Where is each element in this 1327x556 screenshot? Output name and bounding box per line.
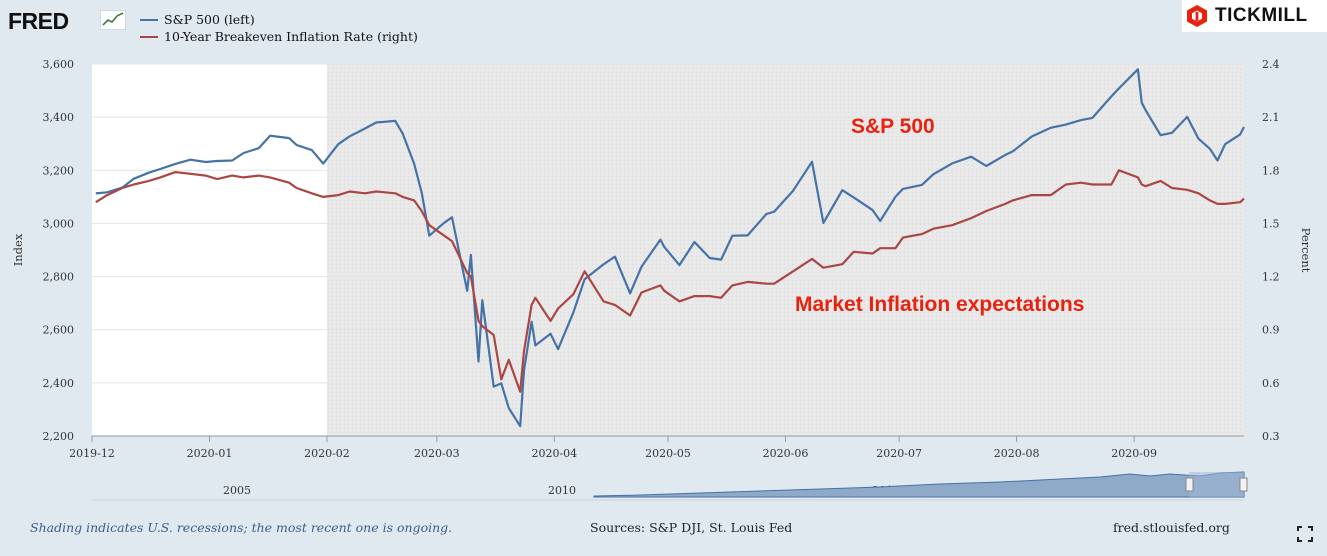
series-layer bbox=[95, 68, 1245, 428]
y-axis-right-title: Percent bbox=[1299, 228, 1313, 273]
y-right-tick-label: 0.3 bbox=[1262, 430, 1280, 443]
tickmill-brand: TICKMILL bbox=[1182, 0, 1327, 32]
annotation-inflation-expectations: Market Inflation expectations bbox=[795, 293, 1084, 316]
y-left-tick-label: 3,400 bbox=[43, 111, 75, 124]
fullscreen-icon[interactable] bbox=[1297, 526, 1313, 542]
y-axis-right: 0.3 0.6 0.9 1.2 1.5 1.8 2.1 2.4 bbox=[1262, 58, 1280, 443]
x-tick-label: 2020-01 bbox=[187, 447, 233, 460]
y-left-tick-label: 3,000 bbox=[43, 217, 75, 230]
y-left-tick-label: 3,200 bbox=[43, 164, 75, 177]
y-axis-left: 2,200 2,400 2,600 2,800 3,000 3,200 3,400 3,600 bbox=[43, 58, 75, 443]
series-line-sp500[interactable] bbox=[95, 68, 1245, 428]
navigator-area bbox=[593, 471, 1245, 498]
legend-label-sp500: S&P 500 (left) bbox=[164, 12, 255, 27]
y-right-tick-label: 1.5 bbox=[1262, 217, 1280, 230]
x-tick-label: 2020-05 bbox=[645, 447, 691, 460]
legend-label-breakeven: 10-Year Breakeven Inflation Rate (right) bbox=[164, 29, 418, 44]
x-tick-label: 2020-07 bbox=[876, 447, 922, 460]
fred-logo[interactable]: FRED bbox=[8, 8, 69, 34]
annotation-sp500: S&P 500 bbox=[851, 115, 935, 138]
legend-swatch-breakeven bbox=[140, 35, 158, 38]
y-right-tick-label: 2.1 bbox=[1262, 111, 1280, 124]
fred-logo-chart-icon bbox=[100, 10, 126, 30]
x-tick-label: 2020-06 bbox=[763, 447, 809, 460]
range-navigator[interactable]: 2005 2010 2015 2020 bbox=[92, 471, 1248, 501]
y-left-tick-label: 2,600 bbox=[43, 324, 75, 337]
navigator-label-2010: 2010 bbox=[548, 484, 576, 497]
x-tick-label: 2020-04 bbox=[531, 447, 577, 460]
y-left-tick-label: 2,400 bbox=[43, 377, 75, 390]
x-tick-label: 2020-02 bbox=[304, 447, 350, 460]
recession-note: Shading indicates U.S. recessions; the m… bbox=[30, 520, 453, 535]
tickmill-logo-icon bbox=[1187, 5, 1207, 27]
y-left-tick-label: 2,800 bbox=[43, 271, 75, 284]
legend-item-breakeven[interactable]: 10-Year Breakeven Inflation Rate (right) bbox=[140, 29, 418, 44]
y-right-tick-label: 0.6 bbox=[1262, 377, 1280, 390]
series-line-breakeven[interactable] bbox=[95, 169, 1245, 393]
x-tick-label: 2020-08 bbox=[994, 447, 1040, 460]
y-left-tick-label: 3,600 bbox=[43, 58, 75, 71]
navigator-handle-left[interactable] bbox=[1185, 477, 1194, 492]
y-right-tick-label: 0.9 bbox=[1262, 324, 1280, 337]
y-axis-left-title: Index bbox=[11, 233, 25, 266]
y-right-tick-label: 1.8 bbox=[1262, 164, 1280, 177]
y-right-tick-label: 1.2 bbox=[1262, 271, 1280, 284]
navigator-selection[interactable] bbox=[1189, 472, 1244, 497]
x-tick-label: 2020-03 bbox=[414, 447, 460, 460]
x-tick-label: 2019-12 bbox=[69, 447, 115, 460]
y-left-tick-label: 2,200 bbox=[43, 430, 75, 443]
source-text: Sources: S&P DJI, St. Louis Fed bbox=[590, 520, 793, 535]
navigator-label-2005: 2005 bbox=[223, 484, 251, 497]
legend-item-sp500[interactable]: S&P 500 (left) bbox=[140, 12, 255, 27]
grid-lines bbox=[92, 63, 1244, 384]
source-url-link[interactable]: fred.stlouisfed.org bbox=[1113, 520, 1230, 535]
tickmill-wordmark: TICKMILL bbox=[1215, 5, 1308, 26]
navigator-handle-right[interactable] bbox=[1239, 477, 1248, 492]
recession-shading bbox=[326, 64, 1244, 436]
x-tick-label: 2020-09 bbox=[1111, 447, 1157, 460]
legend-swatch-sp500 bbox=[140, 18, 158, 21]
x-axis: 2019-12 2020-01 2020-02 2020-03 2020-04 2020-… bbox=[69, 436, 1157, 460]
y-right-tick-label: 2.4 bbox=[1262, 58, 1280, 71]
